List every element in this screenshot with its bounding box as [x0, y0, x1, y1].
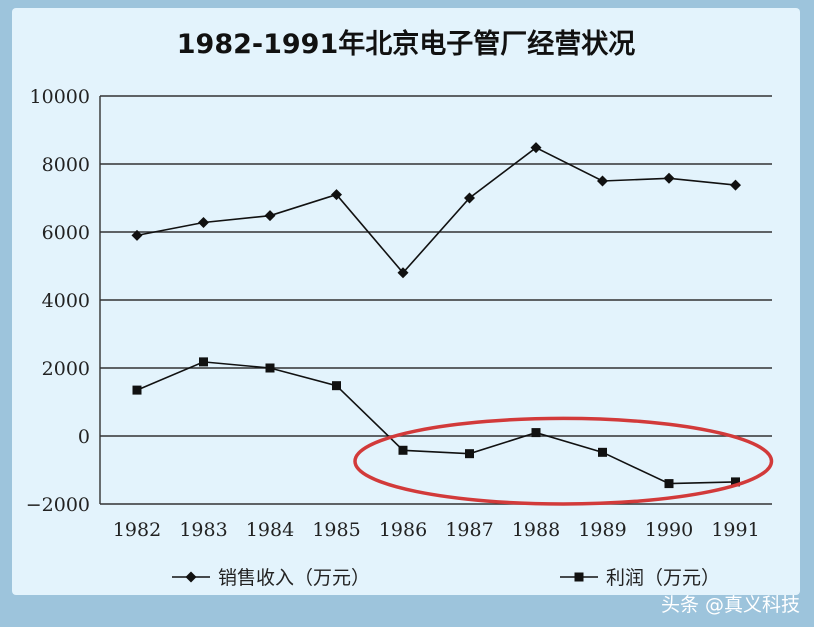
x-tick-label: 1983	[179, 519, 227, 541]
gridlines	[99, 95, 772, 505]
series-sales-revenue	[131, 142, 741, 279]
y-tick-label: 0	[78, 426, 90, 448]
data-point	[730, 179, 741, 191]
data-point	[530, 142, 542, 154]
series-group	[131, 142, 741, 489]
data-point	[663, 172, 675, 184]
data-point	[198, 216, 209, 228]
legend-label: 销售收入（万元）	[218, 567, 370, 589]
series-line	[136, 146, 736, 275]
data-point	[531, 428, 541, 438]
series-profit	[132, 357, 740, 489]
data-point	[598, 447, 607, 457]
x-tick-label: 1987	[445, 519, 493, 541]
y-axis-ticks: 10000 8000 6000 4000 2000 0 −2000	[26, 86, 90, 516]
data-point	[265, 363, 275, 373]
y-tick-label: 6000	[42, 222, 90, 244]
chart-title: 1982-1991年北京电子管厂经营状况	[176, 29, 636, 60]
annotation-group	[353, 416, 774, 506]
data-point	[131, 229, 143, 241]
legend-marker	[185, 571, 197, 583]
data-point	[264, 210, 276, 222]
data-point	[132, 385, 142, 395]
legend-marker	[574, 572, 584, 582]
x-tick-label: 1986	[379, 519, 427, 541]
y-tick-label: 10000	[30, 86, 90, 108]
x-tick-label: 1984	[246, 519, 294, 541]
legend-item-sales-revenue: 销售收入（万元）	[172, 567, 370, 589]
x-tick-label: 1991	[711, 519, 759, 541]
data-point	[731, 477, 740, 487]
data-point	[332, 381, 341, 391]
data-point	[199, 357, 208, 367]
legend-label: 利润（万元）	[606, 567, 720, 589]
data-point	[664, 479, 674, 489]
data-point	[464, 192, 475, 204]
x-tick-label: 1988	[512, 519, 560, 541]
y-tick-label: −2000	[26, 494, 90, 516]
x-tick-label: 1985	[312, 519, 360, 541]
y-tick-label: 8000	[42, 154, 90, 176]
watermark: 头条 @真义科技	[660, 594, 800, 616]
x-tick-label: 1990	[645, 519, 693, 541]
x-tick-label: 1982	[113, 519, 161, 541]
data-point	[397, 267, 409, 279]
data-point	[465, 449, 474, 459]
data-point	[597, 175, 608, 187]
y-tick-label: 4000	[42, 290, 90, 312]
data-point	[398, 445, 408, 455]
legend-item-profit: 利润（万元）	[560, 567, 720, 589]
series-line	[136, 361, 736, 485]
x-tick-label: 1989	[578, 519, 626, 541]
x-axis-ticks: 1982 1983 1984 1985 1986 1987 1988 1989 1990 1991	[113, 519, 760, 541]
y-tick-label: 2000	[42, 358, 90, 380]
highlight-ellipse	[353, 416, 774, 506]
data-point	[331, 189, 342, 201]
legend: 销售收入（万元） 利润（万元）	[172, 567, 720, 589]
